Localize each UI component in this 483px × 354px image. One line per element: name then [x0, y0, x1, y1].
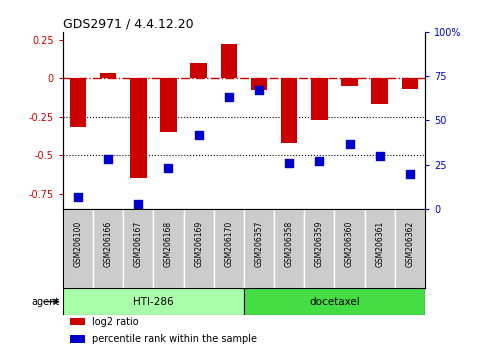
Text: percentile rank within the sample: percentile rank within the sample: [92, 334, 257, 344]
Text: GSM206360: GSM206360: [345, 221, 354, 267]
Bar: [100, 74, 116, 78]
Point: [74, 194, 82, 200]
Bar: [304, 209, 334, 288]
Text: GSM206167: GSM206167: [134, 221, 143, 267]
Point: [315, 158, 323, 164]
Text: docetaxel: docetaxel: [309, 297, 360, 307]
Bar: [371, 78, 388, 104]
Text: GSM206362: GSM206362: [405, 221, 414, 267]
Bar: [244, 288, 425, 315]
Bar: [221, 44, 237, 78]
Text: agent: agent: [31, 297, 59, 307]
Text: GSM206359: GSM206359: [315, 221, 324, 267]
Text: GSM206170: GSM206170: [224, 221, 233, 267]
Text: GSM206358: GSM206358: [284, 221, 294, 267]
Bar: [123, 209, 154, 288]
Bar: [184, 209, 213, 288]
Bar: [93, 209, 123, 288]
Bar: [281, 78, 298, 143]
Text: HTI-286: HTI-286: [133, 297, 174, 307]
Point: [225, 95, 233, 100]
Point: [195, 132, 202, 137]
Text: log2 ratio: log2 ratio: [92, 317, 139, 327]
Point: [346, 141, 354, 146]
Point: [376, 153, 384, 159]
Bar: [251, 78, 267, 90]
Point: [134, 201, 142, 207]
Bar: [190, 63, 207, 78]
Bar: [154, 209, 184, 288]
Bar: [70, 335, 85, 343]
Text: GDS2971 / 4.4.12.20: GDS2971 / 4.4.12.20: [63, 18, 193, 31]
Text: GSM206166: GSM206166: [103, 221, 113, 267]
Point: [406, 171, 414, 176]
Bar: [160, 78, 177, 132]
Bar: [402, 78, 418, 89]
Bar: [130, 78, 146, 178]
Bar: [63, 288, 244, 315]
Text: GSM206169: GSM206169: [194, 221, 203, 267]
Text: GSM206361: GSM206361: [375, 221, 384, 267]
Bar: [70, 78, 86, 127]
Point: [104, 156, 112, 162]
Bar: [395, 209, 425, 288]
Bar: [244, 209, 274, 288]
Bar: [334, 209, 365, 288]
Bar: [70, 318, 85, 325]
Bar: [311, 78, 327, 120]
Text: GSM206100: GSM206100: [73, 221, 83, 267]
Text: GSM206357: GSM206357: [255, 221, 264, 267]
Point: [255, 87, 263, 93]
Bar: [213, 209, 244, 288]
Bar: [341, 78, 358, 86]
Point: [165, 165, 172, 171]
Bar: [274, 209, 304, 288]
Bar: [63, 209, 93, 288]
Text: GSM206168: GSM206168: [164, 221, 173, 267]
Point: [285, 160, 293, 166]
Bar: [365, 209, 395, 288]
